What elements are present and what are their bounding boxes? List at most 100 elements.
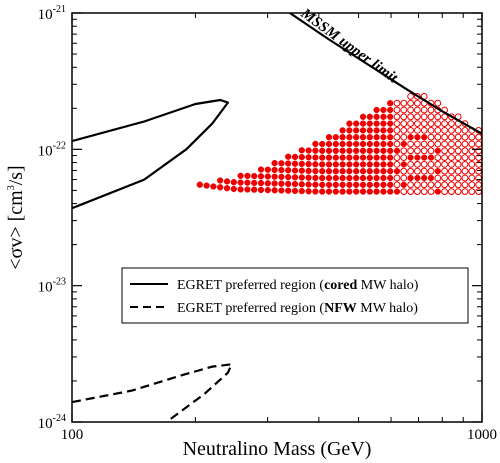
plot-layer: [72, 13, 482, 422]
scatter-point-filled: [319, 154, 326, 161]
scatter-point-filled: [285, 160, 292, 167]
scatter-point-open: [400, 106, 408, 114]
scatter-point-open: [454, 154, 462, 162]
scatter-point-open: [441, 161, 449, 168]
scatter-point-open: [407, 147, 415, 155]
x-tick-label: 100: [61, 427, 84, 443]
scatter-point-filled: [312, 174, 319, 182]
scatter-point-filled: [312, 147, 319, 154]
scatter-point-open: [393, 140, 401, 148]
scatter-point-filled: [387, 106, 394, 114]
scatter-point-open: [461, 188, 469, 196]
scatter-point-filled: [332, 188, 339, 195]
scatter-point-open: [400, 133, 408, 141]
scatter-point-filled: [353, 161, 360, 168]
scatter-point-open: [448, 120, 455, 127]
scatter-point-filled: [339, 181, 346, 188]
scatter-point-filled: [339, 161, 346, 168]
scatter-point-filled: [414, 174, 421, 182]
scatter-point-filled: [319, 174, 326, 182]
scatter-point-filled: [230, 185, 237, 193]
scatter-point-filled: [339, 127, 346, 134]
scatter-point-filled: [251, 179, 258, 187]
scatter-point-filled: [298, 153, 305, 161]
scatter-point-filled: [291, 180, 299, 188]
scatter-point-filled: [264, 186, 271, 194]
scatter-point-filled: [291, 187, 299, 195]
scatter-point-open: [454, 133, 462, 141]
scatter-point-filled: [353, 140, 360, 148]
scatter-point-open: [461, 140, 469, 148]
scatter-point-filled: [380, 154, 387, 161]
y-tick-label: 10-24: [38, 413, 66, 432]
scatter-point-filled: [319, 140, 326, 148]
scatter-point-filled: [359, 113, 367, 120]
scatter-point-filled: [380, 188, 387, 195]
scatter-point-filled: [196, 181, 203, 188]
scatter-point-open: [400, 167, 408, 175]
scatter-point-filled: [353, 147, 360, 154]
scatter-point-open: [414, 126, 421, 134]
scatter-point-filled: [217, 184, 224, 191]
scatter-point-filled: [291, 174, 299, 181]
scatter-point-open: [407, 161, 415, 168]
scatter-point-open: [420, 140, 428, 148]
scatter-point-open: [420, 126, 428, 134]
scatter-point-open: [414, 188, 421, 196]
scatter-point-filled: [339, 188, 346, 195]
scatter-point-filled: [325, 161, 333, 168]
scatter-point-open: [441, 167, 449, 175]
scatter-point-open: [427, 188, 435, 196]
scatter-point-open: [420, 120, 428, 127]
scatter-point-filled: [291, 160, 299, 167]
scatter-point-filled: [319, 161, 326, 168]
scatter-point-filled: [407, 134, 414, 141]
legend-entry-cored: EGRET preferred region (cored MW halo): [177, 278, 419, 293]
egret-cored-curve: [72, 98, 229, 210]
scatter-point-filled: [434, 188, 441, 195]
legend-box: [121, 267, 469, 324]
scatter-point-filled: [380, 120, 387, 127]
y-axis-title: <σv> [cm3/s]: [5, 165, 27, 269]
scatter-point-open: [407, 99, 415, 107]
scatter-point-filled: [223, 178, 231, 185]
scatter-point-open: [454, 167, 462, 175]
scatter-point-open: [407, 126, 415, 134]
scatter-point-filled: [373, 106, 380, 114]
scatter-point-filled: [427, 174, 435, 182]
scatter-point-filled: [353, 168, 360, 175]
y-axis-title-exp: 3: [6, 185, 17, 190]
scatter-point-open: [400, 113, 408, 121]
scatter-point-filled: [393, 188, 401, 195]
scatter-point-filled: [339, 154, 346, 161]
scatter-point-open: [461, 133, 469, 141]
scatter-point-open: [414, 181, 421, 189]
scatter-point-filled: [325, 188, 333, 195]
scatter-point-filled: [346, 168, 353, 175]
scatter-point-open: [400, 154, 408, 162]
scatter-point-open: [400, 120, 408, 127]
scatter-point-filled: [353, 174, 360, 182]
scatter-point-filled: [373, 120, 380, 127]
scatter-point-filled: [285, 153, 292, 160]
scatter-point-filled: [421, 154, 428, 161]
y-axis-title-suffix: /s]: [5, 165, 27, 185]
scatter-point-filled: [373, 181, 380, 188]
scatter-point-filled: [271, 173, 278, 180]
scatter-point-filled: [400, 161, 407, 168]
scatter-point-filled: [285, 173, 292, 181]
scatter-point-filled: [305, 160, 312, 168]
scatter-point-open: [427, 120, 435, 127]
scatter-point-filled: [359, 188, 367, 195]
scatter-point-open: [461, 174, 469, 182]
scatter-point-filled: [387, 161, 394, 168]
scatter-point-filled: [359, 140, 367, 148]
scatter-point-open: [427, 181, 435, 189]
scatter-point-open: [468, 133, 476, 141]
scatter-point-filled: [230, 179, 237, 186]
scatter-point-filled: [291, 167, 299, 174]
scatter-point-open: [468, 181, 476, 189]
scatter-point-open: [427, 133, 435, 141]
scatter-point-filled: [291, 153, 299, 161]
legend: EGRET preferred region (cored MW halo) E…: [121, 267, 469, 324]
